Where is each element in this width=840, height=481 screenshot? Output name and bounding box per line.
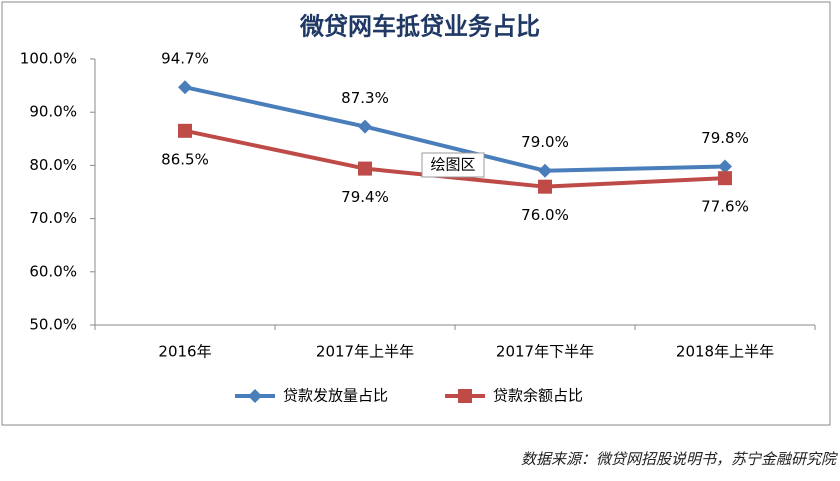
tooltip-text: 绘图区 xyxy=(430,156,475,174)
y-tick-label: 70.0% xyxy=(29,209,77,227)
data-label: 87.3% xyxy=(341,89,389,107)
x-tick-label: 2016年 xyxy=(158,343,211,361)
data-point xyxy=(358,161,372,176)
tooltip-box xyxy=(421,152,485,178)
data-point xyxy=(538,163,552,178)
x-tick-label: 2018年上半年 xyxy=(676,343,774,361)
x-tick-label: 2017年下半年 xyxy=(496,343,594,361)
legend-marker xyxy=(248,389,262,403)
legend-label: 贷款余额占比 xyxy=(493,387,583,405)
y-tick-label: 60.0% xyxy=(29,262,77,280)
series-line xyxy=(184,128,726,189)
chart-frame xyxy=(1,1,831,426)
data-point xyxy=(178,123,192,138)
data-label: 79.0% xyxy=(521,133,569,151)
series-line xyxy=(184,85,726,173)
data-point xyxy=(358,119,372,134)
chart-title: 微贷网车抵贷业务占比 xyxy=(299,12,540,41)
legend-label: 贷款发放量占比 xyxy=(283,387,388,405)
data-label: 79.4% xyxy=(341,188,389,206)
data-label: 76.0% xyxy=(521,206,569,224)
y-tick-label: 90.0% xyxy=(29,103,77,121)
data-point xyxy=(718,159,732,174)
y-tick-label: 80.0% xyxy=(29,156,77,174)
data-label: 86.5% xyxy=(161,150,209,168)
y-tick-label: 50.0% xyxy=(29,316,77,334)
legend-marker xyxy=(458,389,472,403)
x-tick-label: 2017年上半年 xyxy=(316,343,414,361)
data-label: 79.8% xyxy=(701,129,749,147)
data-point xyxy=(538,179,552,194)
data-label: 77.6% xyxy=(701,198,749,216)
data-label: 94.7% xyxy=(161,50,209,68)
source-note: 数据来源：微贷网招股说明书，苏宁金融研究院 xyxy=(521,450,838,468)
data-point xyxy=(718,171,732,186)
y-tick-label: 100.0% xyxy=(20,50,77,68)
data-point xyxy=(178,80,192,95)
